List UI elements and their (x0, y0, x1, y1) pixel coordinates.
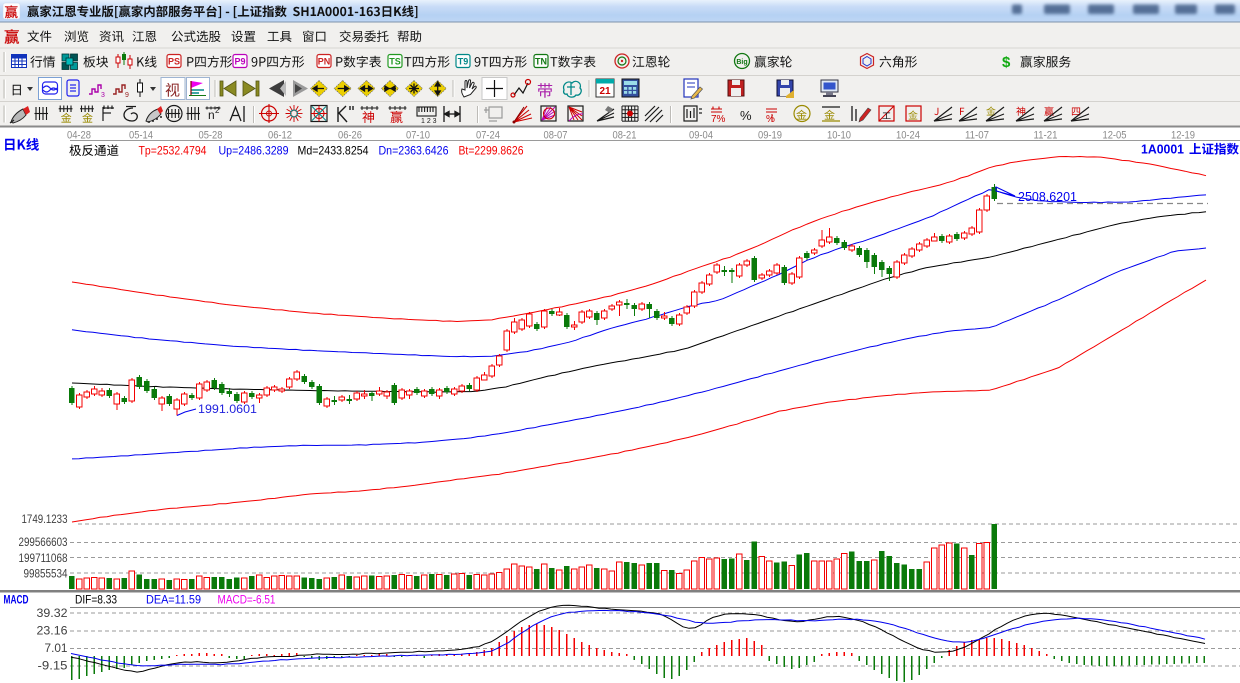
svg-text:09-19: 09-19 (758, 130, 782, 142)
svg-text:1991.0601: 1991.0601 (198, 402, 257, 416)
svg-text:05-28: 05-28 (199, 130, 223, 142)
svg-text:1A0001: 1A0001 (1141, 143, 1184, 157)
svg-text:T9: T9 (458, 57, 469, 67)
svg-text:299566603: 299566603 (19, 537, 68, 549)
svg-text:PN: PN (318, 57, 331, 67)
svg-text:39.32: 39.32 (37, 608, 68, 620)
svg-text:2508.6201: 2508.6201 (1018, 190, 1077, 204)
svg-text:10-24: 10-24 (896, 130, 920, 142)
svg-text:12-05: 12-05 (1103, 130, 1127, 142)
svg-text:2: 2 (215, 106, 220, 115)
svg-text:09-04: 09-04 (689, 130, 713, 142)
svg-text:DEA=11.59: DEA=11.59 (146, 593, 201, 607)
svg-text:11-07: 11-07 (965, 130, 989, 142)
svg-text:23.16: 23.16 (37, 626, 68, 638)
svg-text:$: $ (1002, 54, 1011, 71)
svg-text:08-07: 08-07 (544, 130, 568, 142)
svg-text:DIF=8.33: DIF=8.33 (75, 593, 117, 607)
svg-text:199711068: 199711068 (19, 553, 68, 565)
svg-text:04-28: 04-28 (67, 130, 91, 142)
svg-text:%: % (740, 108, 752, 123)
svg-text:Bt=2299.8626: Bt=2299.8626 (459, 144, 524, 158)
svg-text:07-10: 07-10 (406, 130, 430, 142)
svg-text:n: n (208, 108, 215, 122)
svg-text:99855534: 99855534 (24, 569, 69, 581)
svg-text:TN: TN (535, 57, 547, 67)
svg-text:05-14: 05-14 (129, 130, 153, 142)
svg-text:07-24: 07-24 (476, 130, 500, 142)
svg-text:08-21: 08-21 (613, 130, 637, 142)
svg-text:MACD=-6.51: MACD=-6.51 (218, 593, 276, 607)
svg-text:7%: 7% (711, 114, 726, 125)
svg-text:Dn=2363.6426: Dn=2363.6426 (379, 144, 449, 158)
svg-text:PS: PS (168, 57, 180, 67)
svg-text:Tp=2532.4794: Tp=2532.4794 (139, 144, 207, 158)
svg-text:12-19: 12-19 (1171, 130, 1195, 142)
svg-text:-9.15: -9.15 (38, 661, 68, 673)
svg-text:MACD: MACD (4, 595, 29, 607)
svg-text:Up=2486.3289: Up=2486.3289 (219, 144, 289, 158)
svg-text:9: 9 (125, 92, 129, 99)
svg-text:TS: TS (389, 57, 401, 67)
svg-text:11-21: 11-21 (1034, 130, 1058, 142)
svg-text:06-26: 06-26 (338, 130, 362, 142)
svg-text:21: 21 (599, 86, 611, 97)
svg-text:10-10: 10-10 (827, 130, 851, 142)
svg-text:3: 3 (101, 92, 105, 99)
svg-text:1 2 3: 1 2 3 (421, 118, 437, 125)
svg-text:Md=2433.8254: Md=2433.8254 (298, 144, 369, 158)
svg-text:06-12: 06-12 (268, 130, 292, 142)
svg-text:7.01: 7.01 (45, 643, 68, 655)
svg-text:%: % (766, 114, 775, 125)
svg-text:1749.1233: 1749.1233 (22, 514, 68, 526)
svg-text:P9: P9 (234, 57, 245, 67)
svg-text:Big: Big (736, 59, 747, 66)
